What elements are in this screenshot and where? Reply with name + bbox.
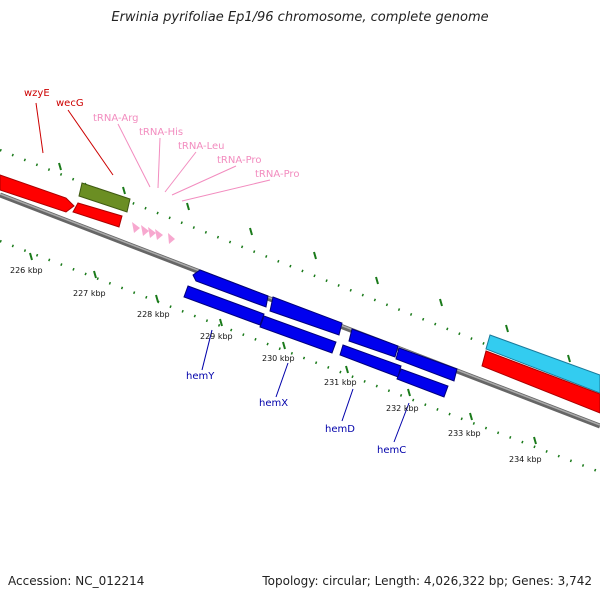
map-title: Erwinia pyrifoliae Ep1/96 chromosome, co… [111, 10, 489, 25]
gene-hem-upper-3[interactable] [348, 328, 399, 358]
lower-major-tick [469, 412, 473, 421]
lower-major-tick [282, 341, 286, 350]
lower-tick-ring [0, 239, 600, 474]
gene-cyan[interactable] [485, 334, 600, 394]
accession-text: Accession: NC_012214 [8, 574, 145, 588]
scale-label: 234 kbp [509, 455, 542, 464]
upper-major-tick [313, 251, 317, 260]
upper-major-tick [58, 162, 62, 171]
lower-major-tick [533, 436, 537, 445]
gene-label[interactable]: tRNA-Arg [93, 113, 138, 124]
upper-major-tick [249, 227, 253, 236]
gene-label-group: wzyE wecG tRNA-Arg tRNA-His tRNA-Leu tRN… [24, 88, 406, 456]
lower-major-tick [29, 252, 33, 261]
upper-major-tick [439, 298, 443, 307]
genome-info-text: Topology: circular; Length: 4,026,322 bp… [262, 574, 592, 588]
upper-major-tick [375, 276, 379, 285]
gene-label[interactable]: hemD [325, 424, 355, 435]
upper-major-tick [122, 186, 126, 195]
lower-major-tick [93, 270, 97, 279]
gene-red-right[interactable] [481, 350, 600, 414]
trna-arrow[interactable] [155, 229, 163, 240]
scale-label: 231 kbp [324, 378, 357, 387]
gene-label[interactable]: hemC [377, 445, 406, 456]
gene-olive[interactable] [78, 182, 131, 213]
upper-major-tick [505, 324, 509, 333]
lower-major-tick [219, 318, 223, 327]
gene-hem-upper-1[interactable] [192, 269, 269, 308]
gene-label[interactable]: wzyE [24, 88, 50, 99]
scale-label: 226 kbp [10, 266, 43, 275]
scale-label: 232 kbp [386, 404, 419, 413]
lower-major-tick [407, 388, 411, 397]
gene-hem-upper-4[interactable] [395, 347, 458, 382]
gene-wecG[interactable] [72, 202, 123, 228]
gene-wzyE[interactable] [0, 174, 75, 213]
upper-major-tick [567, 354, 571, 363]
gene-label[interactable]: hemY [186, 371, 215, 382]
scale-label: 233 kbp [448, 429, 481, 438]
gene-hemX[interactable] [259, 315, 337, 354]
trna-arrow[interactable] [141, 225, 149, 236]
gene-hemY[interactable] [183, 285, 265, 326]
gene-hem-upper-2[interactable] [269, 296, 343, 336]
gene-label[interactable]: tRNA-Pro [255, 169, 299, 180]
gene-label[interactable]: tRNA-His [139, 127, 183, 138]
trna-arrow[interactable] [148, 227, 156, 238]
scale-label: 229 kbp [200, 332, 233, 341]
upper-major-tick [186, 202, 190, 211]
gene-hemC[interactable] [396, 368, 449, 398]
gene-label[interactable]: tRNA-Pro [217, 155, 261, 166]
scale-label: 227 kbp [73, 289, 106, 298]
trna-cluster [132, 222, 175, 244]
lower-major-tick [155, 294, 159, 303]
scale-label-group: 226 kbp 227 kbp 228 kbp 229 kbp 230 kbp … [10, 266, 542, 464]
upper-tick-ring [0, 148, 600, 392]
gene-label[interactable]: hemX [259, 398, 288, 409]
gene-label[interactable]: tRNA-Leu [178, 141, 224, 152]
lower-major-tick [345, 365, 349, 374]
trna-arrow[interactable] [168, 233, 175, 244]
label-leaders [35, 102, 410, 443]
scale-label: 230 kbp [262, 354, 295, 363]
scale-label: 228 kbp [137, 310, 170, 319]
trna-arrow[interactable] [132, 222, 140, 233]
gene-label[interactable]: wecG [56, 98, 84, 109]
